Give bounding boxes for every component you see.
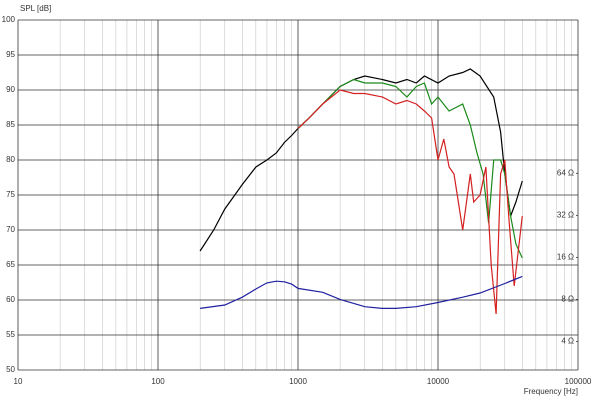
y2-tick-label: 16 Ω xyxy=(557,252,574,261)
series-line xyxy=(297,89,523,315)
y-tick-label: 55 xyxy=(6,330,15,339)
y-tick-label: 60 xyxy=(6,295,15,304)
y-axis-label: SPL [dB] xyxy=(20,4,51,13)
y-tick-label: 90 xyxy=(6,85,15,94)
series-line xyxy=(199,68,523,252)
series-line xyxy=(297,78,523,259)
x-tick-label: 100 xyxy=(151,377,165,386)
y-tick-label: 65 xyxy=(6,260,15,269)
y2-tick-label: 8 Ω xyxy=(561,295,574,304)
y-tick-label: 75 xyxy=(6,190,15,199)
y-tick-label: 100 xyxy=(2,15,16,24)
x-axis-label: Frequency [Hz] xyxy=(524,387,578,396)
x-tick-label: 10 xyxy=(14,377,23,386)
series-line xyxy=(200,275,523,309)
y-tick-label: 70 xyxy=(6,225,15,234)
y-tick-label: 50 xyxy=(6,365,15,374)
x-tick-label: 1000 xyxy=(289,377,307,386)
y2-tick-label: 4 Ω xyxy=(561,337,574,346)
y-tick-label: 85 xyxy=(6,120,15,129)
x-tick-label: 100000 xyxy=(565,377,592,386)
y2-tick-label: 64 Ω xyxy=(557,168,574,177)
y2-tick-label: 32 Ω xyxy=(557,210,574,219)
y-tick-label: 95 xyxy=(6,50,15,59)
x-tick-label: 10000 xyxy=(427,377,450,386)
y-tick-label: 80 xyxy=(6,155,15,164)
